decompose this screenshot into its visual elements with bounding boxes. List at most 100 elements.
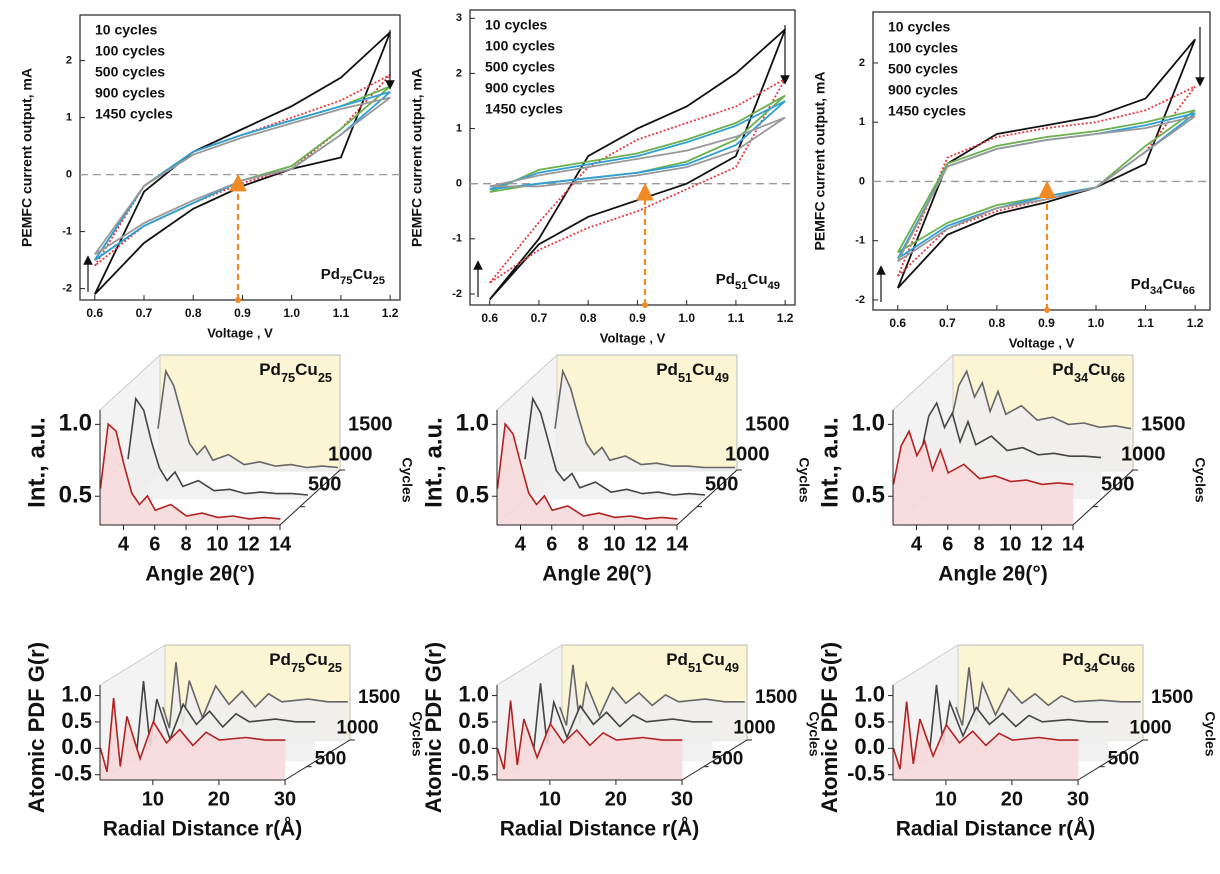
- y-tick-label: -1: [855, 235, 865, 247]
- x-tick-label: 0.7: [531, 311, 548, 325]
- x-tick-label: 8: [181, 533, 192, 555]
- x-tick-label: 30: [1067, 788, 1089, 810]
- x-tick-label: 1.0: [678, 311, 695, 325]
- y-tick-label: -0.5: [847, 761, 885, 786]
- x-axis-label: Radial Distance r(Å): [103, 817, 303, 841]
- y-tick-label: 1.0: [458, 681, 489, 706]
- y-axis-label: Atomic PDF G(r): [817, 642, 842, 813]
- y-axis-label: Atomic PDF G(r): [24, 642, 49, 813]
- y-tick-label: 1: [859, 116, 865, 128]
- z-tick-label: 500: [1108, 748, 1140, 769]
- trace: [892, 429, 1074, 486]
- trace: [950, 369, 1132, 430]
- z-axis: [1077, 739, 1144, 781]
- x-axis-label: Angle 2θ(°): [145, 563, 255, 586]
- y-tick-label: 2: [456, 67, 462, 79]
- trace-fill: [100, 697, 286, 780]
- legend-entry: 10 cycles: [485, 17, 547, 33]
- sample-label: Pd34Cu66: [1052, 360, 1125, 384]
- x-axis-label: Radial Distance r(Å): [896, 817, 1096, 841]
- y-axis-label: Int., a.u.: [23, 417, 50, 508]
- z-tick-label: 500: [308, 473, 341, 495]
- z-axis: [676, 469, 738, 526]
- sample-label: Pd51Cu49: [666, 650, 739, 674]
- x-tick-label: 0.6: [889, 316, 906, 330]
- trace: [892, 701, 1079, 770]
- plot-frame: [872, 11, 1211, 311]
- z-tick-label: 1000: [1121, 443, 1166, 465]
- y-tick-label: 0.0: [854, 734, 885, 759]
- x-axis-label: Voltage , V: [600, 330, 666, 345]
- legend-entry: 1450 cycles: [485, 101, 563, 117]
- x-tick-label: 6: [942, 533, 953, 555]
- z-axis: [284, 739, 351, 781]
- x-tick-label: 0.7: [136, 306, 153, 320]
- y-tick-label: -2: [452, 288, 462, 300]
- x-tick-label: 30: [274, 788, 296, 810]
- legend-entry: 900 cycles: [95, 85, 165, 101]
- z-tick-label: 500: [712, 748, 744, 769]
- y-tick-label: -0.5: [54, 761, 92, 786]
- z-tick-label: 1000: [733, 718, 775, 739]
- sample-label: Pd34Cu66: [1062, 650, 1135, 674]
- y-tick-label: -1: [452, 233, 462, 245]
- x-tick-label: 20: [1001, 788, 1023, 810]
- trace-fill: [555, 371, 735, 472]
- x-tick-label: 0.9: [1038, 316, 1055, 330]
- y-tick-label: 1.0: [852, 410, 885, 437]
- y-tick-label: 0.5: [61, 708, 92, 733]
- x-tick-label: 20: [605, 788, 627, 810]
- trace: [129, 681, 316, 752]
- y-axis-label: Int., a.u.: [420, 417, 447, 508]
- sample-label: Pd34Cu66: [1131, 276, 1195, 297]
- x-tick-label: 1.1: [1137, 316, 1154, 330]
- x-tick-label: 4: [515, 533, 527, 555]
- y-axis-label: PEMFC current output, mA: [409, 68, 425, 247]
- y-tick-label: 1.0: [59, 410, 92, 437]
- trace-fill: [525, 398, 705, 500]
- trace-fill: [893, 701, 1079, 780]
- trace: [922, 684, 1109, 749]
- legend-entry: 100 cycles: [95, 43, 165, 59]
- x-tick-label: 0.9: [629, 311, 646, 325]
- cv-curve: [897, 109, 1196, 254]
- y-tick-label: 0.5: [852, 482, 885, 509]
- trace: [524, 396, 706, 496]
- x-tick-label: 10: [603, 533, 625, 555]
- x-axis-label: Angle 2θ(°): [938, 563, 1048, 586]
- z-tick-label: 1000: [1129, 718, 1171, 739]
- trace-fill: [128, 398, 308, 500]
- x-tick-label: 1.2: [777, 311, 794, 325]
- orange-dot: [642, 302, 648, 308]
- legend-entry: 100 cycles: [888, 40, 958, 56]
- trace-fill: [497, 700, 683, 780]
- x-tick-label: 0.9: [234, 306, 251, 320]
- y-tick-label: -2: [62, 283, 72, 295]
- y-tick-label: -1: [62, 226, 72, 238]
- x-tick-label: 12: [635, 533, 657, 555]
- x-axis-label: Radial Distance r(Å): [500, 817, 700, 841]
- legend-entry: 1450 cycles: [95, 106, 173, 122]
- x-tick-label: 1.0: [283, 306, 300, 320]
- cv-curve: [489, 116, 786, 188]
- x-tick-label: 30: [671, 788, 693, 810]
- legend-entry: 500 cycles: [95, 64, 165, 80]
- legend-entry: 1450 cycles: [888, 103, 966, 119]
- x-tick-label: 1.2: [1187, 316, 1204, 330]
- z-tick-label: 1500: [1151, 687, 1193, 708]
- y-axis-label: Int., a.u.: [816, 417, 843, 508]
- z-tick-label: 1500: [358, 687, 400, 708]
- y-tick-label: 0: [859, 175, 865, 187]
- trace: [99, 422, 281, 520]
- z-tick-label: 1000: [336, 718, 378, 739]
- trace: [496, 700, 683, 770]
- x-tick-label: 0.8: [185, 306, 202, 320]
- cv-curve: [896, 38, 1196, 289]
- z-axis: [681, 739, 748, 781]
- trace: [127, 396, 309, 496]
- orange-dot: [1044, 307, 1050, 313]
- y-tick-label: 0.0: [61, 734, 92, 759]
- x-tick-label: 12: [238, 533, 260, 555]
